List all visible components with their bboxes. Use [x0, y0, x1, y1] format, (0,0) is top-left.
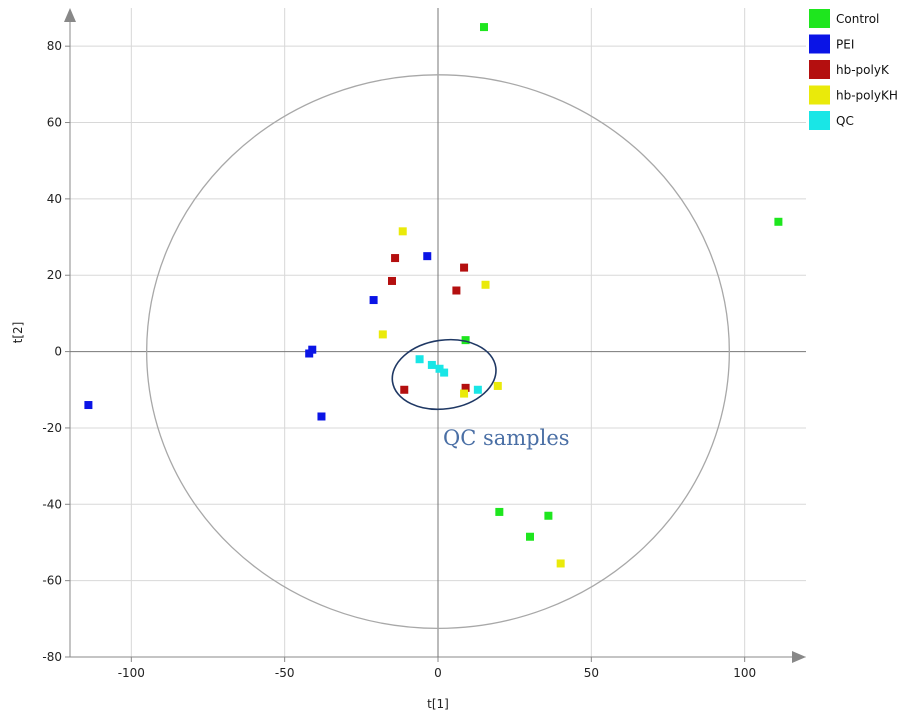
point-control [495, 507, 504, 516]
legend-swatch [809, 60, 830, 79]
point-control [544, 511, 553, 520]
point-hb-polyk [452, 286, 461, 295]
point-control [480, 23, 488, 32]
legend-swatch [809, 9, 830, 28]
point-qc [435, 364, 444, 373]
legend: Control PEI hb-polyK hb-polyKH QC [809, 9, 898, 130]
point-hb-polykh [481, 280, 490, 289]
legend-swatch [809, 85, 830, 105]
y-tick-label: -80 [42, 650, 62, 664]
x-axis-arrow [792, 651, 806, 663]
y-tick-label: -20 [42, 421, 62, 435]
legend-swatch [809, 34, 830, 54]
legend-swatch [809, 111, 830, 130]
point-hb-polyk [400, 385, 409, 394]
y-tick-label: 20 [47, 268, 62, 282]
axis-frame [64, 8, 806, 663]
point-control [526, 532, 534, 541]
point-hb-polykh [493, 381, 502, 390]
y-tick-label: -60 [42, 574, 62, 588]
point-pei [369, 296, 378, 305]
point-qc [415, 355, 424, 364]
x-tick-label: 50 [584, 666, 599, 680]
qc-samples-ellipse [391, 338, 497, 411]
legend-label: QC [836, 114, 854, 128]
confidence-ellipse [146, 74, 730, 630]
point-pei [317, 412, 326, 421]
point-hb-polyk [460, 263, 469, 272]
x-axis-label: t[1] [427, 697, 449, 711]
point-hb-polykh [460, 389, 469, 398]
y-axis-label: t[2] [11, 322, 25, 344]
point-pei [423, 252, 432, 261]
point-pei [84, 401, 93, 410]
legend-label: Control [836, 12, 879, 26]
legend-label: PEI [836, 38, 854, 52]
x-tick-label: 100 [733, 666, 756, 680]
point-hb-polyk [391, 254, 400, 263]
point-control [461, 336, 470, 345]
qc-samples-label: QC samples [443, 426, 570, 450]
point-qc [427, 360, 436, 369]
legend-label: hb-polyK [836, 63, 890, 77]
point-qc [440, 368, 449, 377]
point-hb-polykh [556, 559, 565, 568]
y-tick-label: 40 [47, 192, 62, 206]
y-tick-label: 80 [47, 39, 62, 53]
annotation: QC samples [391, 338, 570, 450]
x-tick-label: -100 [118, 666, 145, 680]
point-hb-polyk [388, 276, 396, 285]
point-control [774, 217, 783, 226]
point-hb-polykh [398, 227, 407, 236]
point-pei [308, 345, 317, 354]
y-axis-arrow [64, 8, 76, 22]
x-tick-label: 0 [434, 666, 442, 680]
point-qc [473, 385, 482, 394]
data-points [84, 23, 783, 568]
tick-labels: -100 -50 0 50 100 -80 -60 -40 -20 0 20 40 60 80 [42, 39, 756, 680]
y-tick-label: 0 [54, 345, 62, 359]
x-tick-label: -50 [275, 666, 295, 680]
hotelling-ellipse [146, 74, 730, 630]
legend-label: hb-polyKH [836, 89, 898, 103]
point-hb-polyk [461, 383, 470, 392]
y-tick-label: 60 [47, 116, 62, 130]
point-hb-polykh [378, 330, 387, 339]
y-tick-label: -40 [42, 497, 62, 511]
